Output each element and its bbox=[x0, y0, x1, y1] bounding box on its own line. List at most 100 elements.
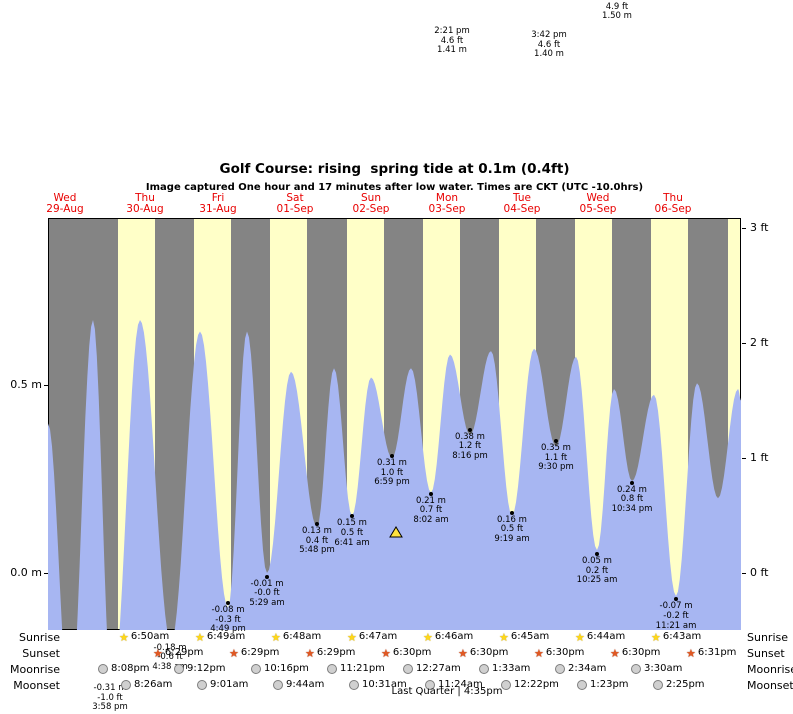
moonset-entry: 11:24am bbox=[425, 679, 483, 691]
moonset-icon bbox=[501, 680, 511, 690]
low-tide-time: 8:02 am bbox=[413, 515, 449, 526]
low-tide-time: 9:30 pm bbox=[538, 462, 574, 473]
y-axis-tick-right bbox=[742, 343, 746, 344]
sunset-entry: ★ 6:30pm bbox=[610, 647, 660, 659]
low-tide-annotation: 0.21 m 0.7 ft 8:02 am bbox=[413, 495, 449, 526]
y-axis-label-right: 0 ft bbox=[750, 566, 769, 579]
sunset-icon: ★ bbox=[610, 646, 620, 660]
low-tide-ft: -0.6 ft bbox=[157, 652, 183, 663]
moonrise-time: 8:08pm bbox=[111, 663, 150, 674]
y-axis-label-right: 3 ft bbox=[750, 221, 769, 234]
sunrise-icon: ★ bbox=[423, 630, 433, 644]
low-tide-annotation: 0.16 m 0.5 ft 9:19 am bbox=[494, 514, 529, 545]
y-axis-tick-left bbox=[44, 384, 48, 386]
sunrise-icon: ★ bbox=[499, 630, 509, 644]
high-tide-annotation: 4.9 ft 1.50 m bbox=[602, 2, 632, 22]
low-tide-ft: -0.0 ft bbox=[254, 588, 280, 599]
sunset-entry: ★ 6:31pm bbox=[686, 647, 736, 659]
daylight-band bbox=[346, 219, 384, 629]
daylight-band bbox=[194, 219, 232, 629]
sunset-time: 6:29pm bbox=[240, 647, 280, 658]
moonrise-icon bbox=[479, 664, 489, 674]
moonset-entry: 10:31am bbox=[349, 679, 407, 691]
low-tide-ft: 0.7 ft bbox=[419, 505, 443, 516]
low-tide-m: 0.24 m bbox=[617, 484, 647, 495]
tide-extreme-dot bbox=[630, 480, 634, 485]
low-tide-annotation: 0.13 m 0.4 ft 5:48 pm bbox=[299, 526, 334, 556]
sunset-time: 6:29pm bbox=[164, 647, 204, 658]
low-tide-m: 0.21 m bbox=[416, 495, 446, 506]
sunrise-entry: ★ 6:44am bbox=[575, 631, 625, 643]
low-tide-m: 0.05 m bbox=[582, 556, 612, 567]
sunset-icon: ★ bbox=[458, 646, 468, 660]
sunset-time: 6:30pm bbox=[545, 647, 585, 658]
low-tide-ft: 1.0 ft bbox=[380, 467, 404, 478]
moonset-time: 9:44am bbox=[286, 679, 325, 690]
day-date: 29-Aug bbox=[46, 203, 84, 215]
y-axis-tick-left bbox=[44, 573, 48, 574]
moonrise-entry: 2:34am bbox=[555, 663, 606, 675]
sunset-time: 6:30pm bbox=[392, 647, 432, 658]
daylight-band bbox=[727, 219, 740, 629]
sunrise-time: 6:48am bbox=[282, 631, 322, 642]
high-tide-m: 1.40 m bbox=[534, 49, 564, 60]
sunset-time: 6:29pm bbox=[316, 647, 356, 658]
low-tide-ft: 0.8 ft bbox=[620, 494, 644, 505]
sunrise-icon: ★ bbox=[347, 630, 357, 644]
low-tide-annotation: 0.24 m 0.8 ft 10:34 pm bbox=[612, 484, 653, 515]
plot-area bbox=[48, 218, 741, 630]
sunrise-entry: ★ 6:46am bbox=[423, 631, 473, 643]
sunset-icon: ★ bbox=[153, 646, 163, 660]
sunrise-icon: ★ bbox=[195, 630, 205, 644]
high-tide-m: 1.41 m bbox=[437, 45, 467, 56]
tide-extreme-dot bbox=[265, 574, 269, 579]
high-tide-annotation: 2:21 pm 4.6 ft 1.41 m bbox=[434, 27, 469, 56]
low-tide-annotation: -0.08 m -0.3 ft 4:49 pm bbox=[210, 606, 245, 635]
moonrise-entry: 1:33am bbox=[479, 663, 530, 675]
tide-extreme-dot bbox=[510, 510, 514, 515]
moonset-time: 11:24am bbox=[438, 679, 483, 690]
low-tide-annotation: -0.31 m -1.0 ft 3:58 pm bbox=[92, 683, 128, 713]
moonset-entry: 9:44am bbox=[273, 679, 324, 691]
moonset-entry: 9:01am bbox=[197, 679, 248, 691]
legend-label-sunset-left: Sunset bbox=[22, 647, 60, 660]
day-name: Wed bbox=[53, 192, 77, 204]
day-label: Sun 02-Sep bbox=[353, 193, 390, 215]
high-tide-time: 3:42 pm bbox=[531, 29, 567, 40]
day-date: 31-Aug bbox=[199, 203, 237, 215]
day-date: 30-Aug bbox=[126, 203, 164, 215]
low-tide-ft: 1.1 ft bbox=[544, 452, 568, 463]
moonset-time: 12:22pm bbox=[514, 679, 559, 690]
tide-extreme-dot bbox=[595, 552, 599, 557]
daylight-band bbox=[422, 219, 460, 629]
high-tide-annotation: 3:42 pm 4.6 ft 1.40 m bbox=[531, 29, 567, 60]
day-date: 06-Sep bbox=[654, 203, 692, 215]
moonrise-time: 2:34am bbox=[568, 663, 607, 674]
sunrise-icon: ★ bbox=[119, 630, 129, 644]
day-name: Thu bbox=[663, 192, 683, 204]
moonrise-time: 12:27am bbox=[416, 663, 461, 674]
chart-subtitle: Image captured One hour and 17 minutes a… bbox=[145, 182, 644, 193]
sunset-entry: ★ 6:29pm bbox=[153, 647, 203, 659]
moonset-icon bbox=[577, 680, 587, 690]
sunset-time: 6:30pm bbox=[621, 647, 661, 658]
y-axis-label-left: 0.0 m bbox=[10, 566, 42, 579]
sunset-icon: ★ bbox=[534, 646, 544, 660]
daylight-band bbox=[118, 219, 155, 629]
low-tide-time: 3:58 pm bbox=[92, 702, 128, 713]
low-tide-annotation: 0.31 m 1.0 ft 6:59 pm bbox=[374, 459, 409, 488]
moonrise-icon bbox=[403, 664, 413, 674]
moonrise-entry: 8:08pm bbox=[98, 663, 150, 675]
low-tide-annotation: 0.38 m 1.2 ft 8:16 pm bbox=[452, 432, 487, 462]
low-tide-m: 0.16 m bbox=[497, 514, 527, 525]
moonrise-time: 3:30am bbox=[644, 663, 683, 674]
legend-label-moonset-right: Moonset bbox=[747, 679, 793, 692]
moon-phase-label: Last Quarter | 4:35pm bbox=[391, 686, 503, 697]
day-name: Mon bbox=[435, 192, 459, 204]
moonrise-icon bbox=[327, 664, 337, 674]
low-tide-m: 0.35 m bbox=[541, 443, 571, 454]
sunrise-icon: ★ bbox=[651, 630, 661, 644]
moonrise-time: 9:12pm bbox=[187, 663, 226, 674]
legend-label-sunset-right: Sunset bbox=[747, 647, 785, 660]
